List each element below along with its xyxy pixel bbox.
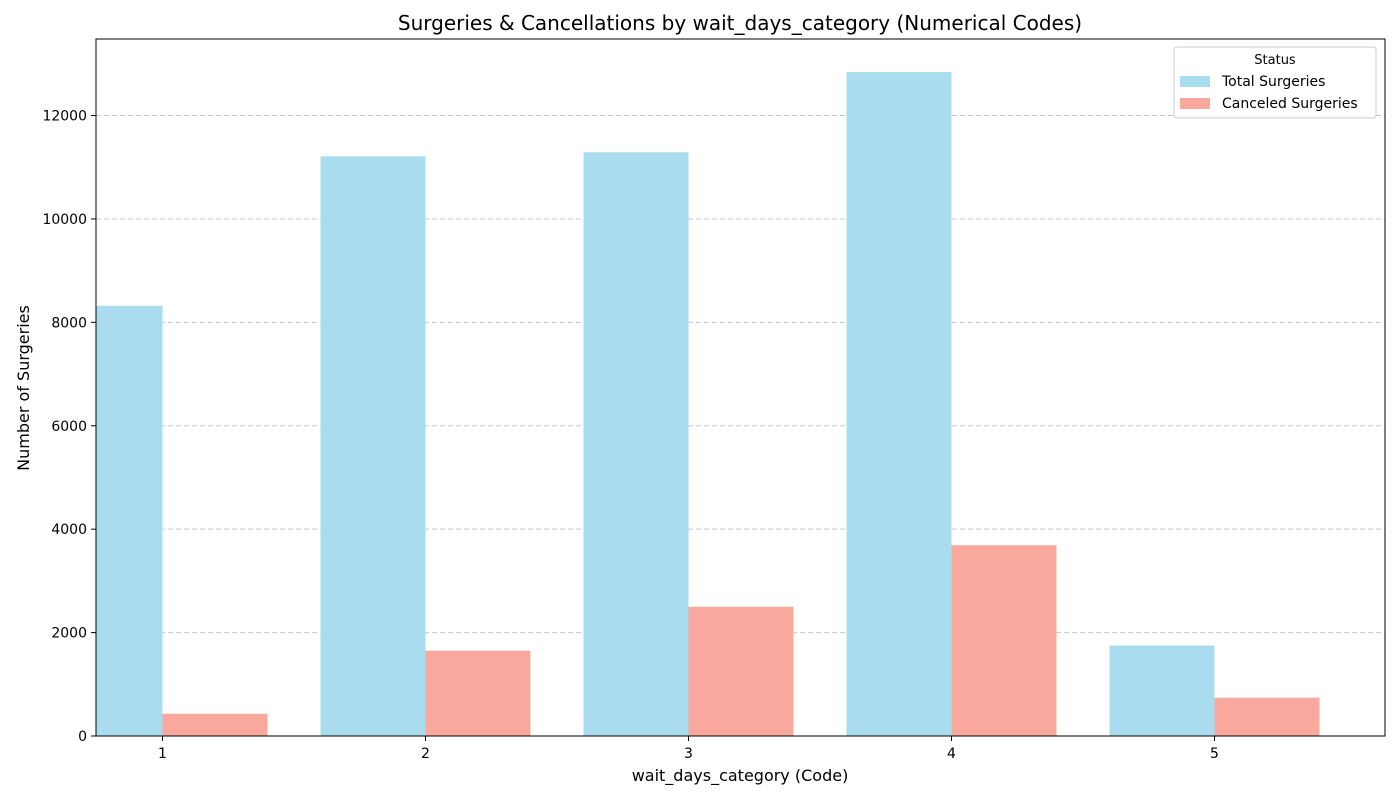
x-axis-label: wait_days_category (Code) [632,766,849,786]
legend-title: Status [1254,53,1296,68]
bars [96,72,1320,736]
x-tick-label-3: 3 [684,746,693,762]
legend: Status Total Surgeries Canceled Surgerie… [1173,46,1377,119]
y-axis-ticks: 0 2000 4000 6000 8000 10000 12000 [42,109,96,745]
x-tick-label-4: 4 [947,746,956,762]
bar-canceled-surgeries-4 [951,545,1057,736]
x-tick-label-5: 5 [1210,746,1219,762]
bar-total-surgeries-5 [1109,645,1215,736]
legend-swatch-total-surgeries [1180,76,1210,87]
x-axis-ticks: 1 2 3 4 5 [158,736,1219,762]
y-tick-label-12000: 12000 [42,109,87,125]
y-axis-label: Number of Surgeries [14,305,33,471]
bar-total-surgeries-3 [583,152,689,736]
y-tick-label-2000: 2000 [51,626,87,642]
legend-label-canceled-surgeries: Canceled Surgeries [1222,96,1358,112]
plot-area-frame [95,38,1386,737]
legend-frame [1173,46,1377,119]
bar-canceled-surgeries-3 [688,606,794,736]
bar-total-surgeries-2 [320,156,426,736]
x-tick-label-2: 2 [421,746,430,762]
x-tick-label-1: 1 [158,746,167,762]
bar-canceled-surgeries-2 [425,650,531,736]
bar-total-surgeries-4 [846,72,952,736]
bar-canceled-surgeries-5 [1214,697,1320,736]
chart-title: Surgeries & Cancellations by wait_days_c… [398,11,1082,35]
y-tick-label-6000: 6000 [51,419,87,435]
y-tick-label-10000: 10000 [42,212,87,228]
y-tick-label-0: 0 [78,729,87,745]
bar-total-surgeries-1 [96,305,163,736]
legend-label-total-surgeries: Total Surgeries [1221,74,1325,90]
bar-canceled-surgeries-1 [162,713,268,736]
y-tick-label-8000: 8000 [51,315,87,331]
y-tick-label-4000: 4000 [51,522,87,538]
legend-swatch-canceled-surgeries [1180,98,1210,109]
y-gridlines [96,115,1385,634]
